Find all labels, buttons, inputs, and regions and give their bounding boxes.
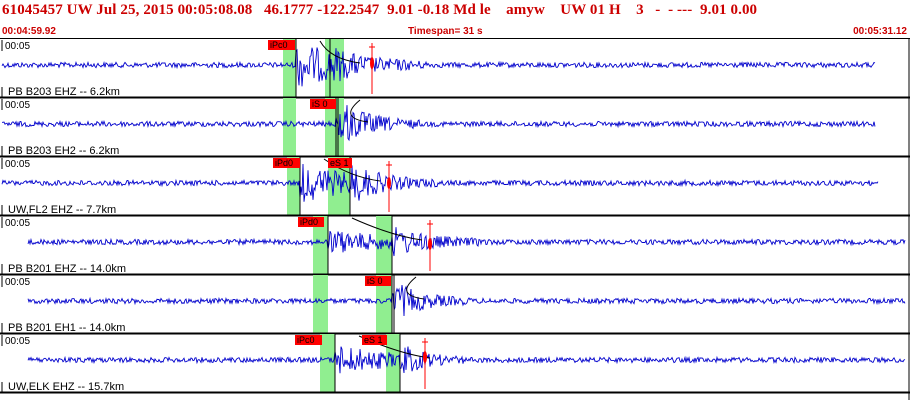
seismogram-panel[interactable]: iS 0 00:05 PB B201 EH1 -- 14.0km (0, 275, 910, 335)
pick-window (283, 98, 296, 156)
pick-label-box[interactable] (362, 335, 387, 345)
pick-label: iPc0 (297, 335, 315, 345)
pick-window (320, 334, 335, 392)
pick-window (283, 39, 296, 97)
waveform-trace (2, 105, 876, 142)
pick-label: iS 0 (367, 276, 383, 286)
pick-label: eS 1 (364, 335, 383, 345)
arrival-curve (319, 40, 361, 64)
pick-window (287, 157, 300, 215)
pick-window (325, 98, 344, 156)
amplitude-marker (423, 351, 427, 363)
panel-time-label: 00:05 (5, 218, 30, 229)
waveform-trace (27, 346, 906, 374)
event-summary-line: 61045457 UW Jul 25, 2015 00:05:08.08 46.… (2, 2, 758, 18)
pick-label-box[interactable] (328, 158, 352, 168)
pick-label: eS 1 (330, 158, 349, 168)
pick-window (376, 216, 392, 274)
panel-time-label: 00:05 (5, 336, 30, 347)
pick-label-box[interactable] (268, 40, 295, 50)
pick-label-box[interactable] (365, 276, 391, 286)
waveform-trace (1, 163, 879, 202)
amplitude-marker (428, 238, 432, 250)
pick-window (313, 275, 328, 333)
pick-label-box[interactable] (295, 335, 322, 345)
channel-label: UW,FL2 EHZ -- 7.7km (8, 204, 116, 216)
waveform-trace (27, 285, 906, 317)
pick-window (328, 157, 350, 215)
panel-time-label: 00:05 (5, 100, 30, 111)
channel-label: PB B201 EHZ -- 14.0km (8, 263, 126, 275)
amplitude-marker (370, 57, 374, 69)
pick-label: iPd0 (275, 158, 293, 168)
channel-label: PB B201 EH1 -- 14.0km (8, 322, 125, 334)
pick-window (313, 216, 328, 274)
pick-label-box[interactable] (310, 99, 336, 109)
pick-label: iS 0 (312, 99, 328, 109)
amplitude-marker (387, 177, 391, 189)
pick-label: iPd0 (300, 217, 318, 227)
pick-label-box[interactable] (298, 217, 324, 227)
panel-time-label: 00:05 (5, 277, 30, 288)
seismogram-panel[interactable]: iPd0 eS 1 00:05 UW,FL2 EHZ -- 7.7km (0, 157, 910, 217)
panel-time-label: 00:05 (5, 159, 30, 170)
channel-label: UW,ELK EHZ -- 15.7km (8, 381, 124, 393)
pick-label: iPc0 (270, 40, 288, 50)
seismogram-panel[interactable]: iS 0 00:05 PB B203 EH2 -- 6.2km (0, 98, 910, 158)
arrival-curve (351, 217, 423, 241)
seismogram-panel[interactable]: iPc0 00:05 PB B203 EHZ -- 6.2km (0, 39, 910, 99)
panel-time-label: 00:05 (5, 41, 30, 52)
event-header: 61045457 UW Jul 25, 2015 00:05:08.08 46.… (0, 0, 910, 26)
pick-window (376, 275, 392, 333)
seismogram-panel[interactable]: iPd0 00:05 PB B201 EHZ -- 14.0km (0, 216, 910, 276)
pick-label-box[interactable] (273, 158, 300, 168)
window-start-time: 00:04:59.92 (2, 26, 56, 37)
channel-label: PB B203 EH2 -- 6.2km (8, 145, 119, 157)
arrival-curve (406, 276, 425, 300)
waveform-trace (27, 227, 906, 257)
seismogram-panel[interactable]: iPc0 eS 1 00:05 UW,ELK EHZ -- 15.7km (0, 334, 910, 394)
timespan-label: Timespan= 31 s (408, 26, 483, 37)
channel-label: PB B203 EHZ -- 6.2km (8, 86, 120, 98)
window-end-time: 00:05:31.12 (853, 26, 907, 37)
arrival-curve (350, 99, 369, 123)
waveform-trace (1, 47, 876, 87)
